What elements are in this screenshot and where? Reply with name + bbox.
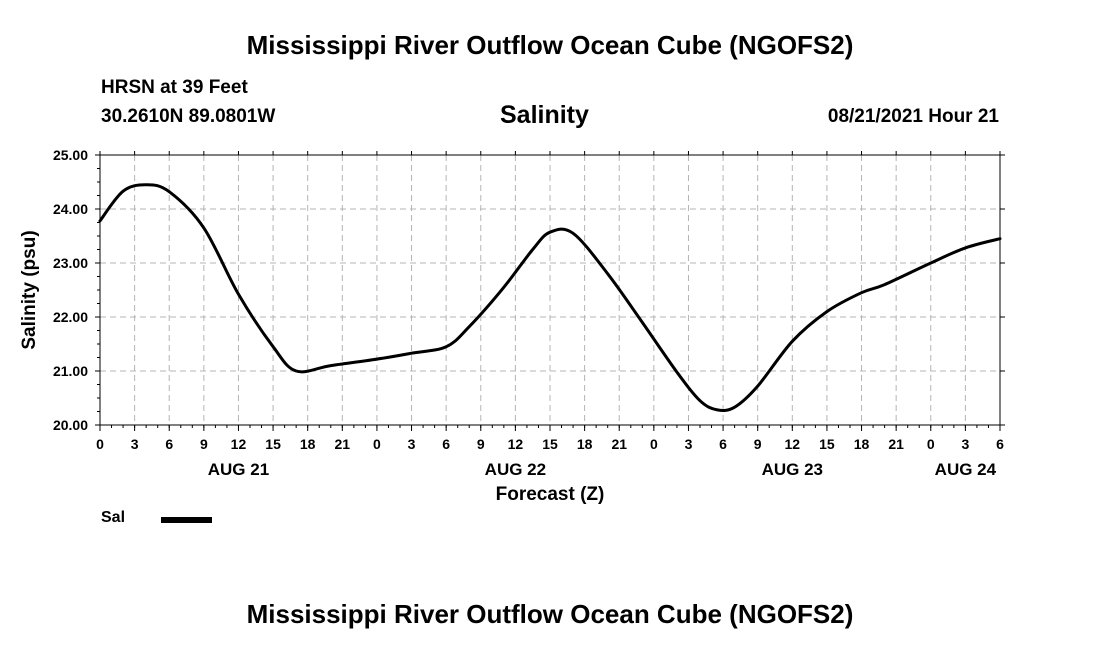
ticks — [95, 151, 1005, 431]
page-title: Mississippi River Outflow Ocean Cube (NG… — [246, 30, 854, 60]
x-tick-label: 3 — [961, 436, 969, 452]
legend-label-sal: Sal — [101, 509, 126, 526]
y-tick-label: 20.00 — [53, 417, 88, 433]
x-tick-label: 3 — [131, 436, 139, 452]
grid — [100, 155, 1000, 425]
legend-line-sal — [161, 517, 212, 523]
chart-title: Salinity — [500, 101, 589, 129]
x-tick-label: 9 — [477, 436, 485, 452]
x-tick-label: 15 — [542, 436, 558, 452]
forecast-datetime: 08/21/2021 Hour 21 — [827, 106, 999, 127]
x-tick-label: 9 — [200, 436, 208, 452]
x-tick-label: 3 — [408, 436, 416, 452]
x-tick-label: 15 — [819, 436, 835, 452]
tick-labels: 20.00 21.00 22.00 23.00 24.00 25.00 0 3 6 9 12 15 18… — [53, 147, 1004, 479]
y-tick-label: 21.00 — [53, 363, 88, 379]
x-tick-label: 6 — [719, 436, 727, 452]
x-tick-label: 3 — [685, 436, 693, 452]
y-axis-label: Salinity (psu) — [19, 230, 40, 349]
x-tick-label: 0 — [650, 436, 658, 452]
y-tick-label: 22.00 — [53, 309, 88, 325]
date-label: AUG 23 — [762, 460, 823, 479]
x-tick-label: 6 — [165, 436, 173, 452]
x-tick-label: 0 — [927, 436, 935, 452]
x-axis-label: Forecast (Z) — [496, 484, 605, 505]
x-tick-label: 9 — [754, 436, 762, 452]
x-tick-label: 21 — [335, 436, 351, 452]
x-tick-label: 0 — [96, 436, 104, 452]
x-tick-label: 6 — [442, 436, 450, 452]
x-tick-label: 18 — [577, 436, 593, 452]
date-label: AUG 21 — [208, 460, 269, 479]
x-tick-label: 15 — [265, 436, 281, 452]
date-label: AUG 22 — [485, 460, 546, 479]
y-tick-label: 25.00 — [53, 147, 88, 163]
station-label: HRSN at 39 Feet — [101, 77, 248, 98]
x-tick-label: 0 — [373, 436, 381, 452]
footer-title: Mississippi River Outflow Ocean Cube (NG… — [246, 599, 854, 629]
x-tick-label: 18 — [854, 436, 870, 452]
x-tick-label: 12 — [785, 436, 801, 452]
x-tick-label: 21 — [888, 436, 904, 452]
x-tick-label: 6 — [996, 436, 1004, 452]
y-tick-label: 24.00 — [53, 201, 88, 217]
x-tick-label: 12 — [231, 436, 247, 452]
x-tick-label: 21 — [611, 436, 627, 452]
x-tick-label: 12 — [508, 436, 524, 452]
x-tick-label: 18 — [300, 436, 316, 452]
station-coords: 30.2610N 89.0801W — [101, 106, 276, 127]
series-line-sal — [98, 183, 1002, 413]
y-tick-label: 23.00 — [53, 255, 88, 271]
date-label: AUG 24 — [935, 460, 997, 479]
